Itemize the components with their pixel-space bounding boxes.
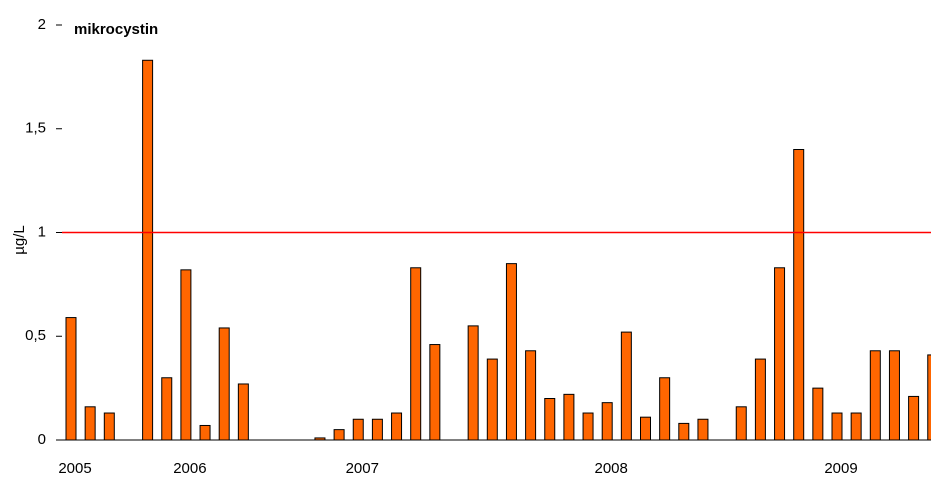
bar bbox=[352, 418, 364, 441]
bar bbox=[735, 406, 747, 441]
bar bbox=[908, 395, 920, 441]
bar bbox=[620, 331, 632, 441]
y-tick-label: 0,5 bbox=[25, 327, 46, 344]
bar bbox=[582, 412, 594, 441]
x-tick-label: 2005 bbox=[58, 460, 91, 477]
bar bbox=[697, 418, 709, 441]
bar bbox=[486, 358, 498, 441]
chart-title: mikrocystin bbox=[74, 21, 158, 38]
bar bbox=[391, 412, 403, 441]
bar bbox=[793, 149, 805, 441]
x-tick-label: 2007 bbox=[346, 460, 379, 477]
bar bbox=[410, 267, 422, 441]
bar bbox=[850, 412, 862, 441]
bar bbox=[525, 350, 537, 441]
y-axis-label: µg/L bbox=[11, 225, 28, 255]
y-tick-label: 1,5 bbox=[25, 120, 46, 137]
bar bbox=[774, 267, 786, 441]
bar bbox=[659, 377, 671, 441]
bar bbox=[888, 350, 900, 441]
x-tick-label: 2006 bbox=[173, 460, 206, 477]
bar bbox=[754, 358, 766, 441]
bar bbox=[544, 398, 556, 441]
bar bbox=[314, 437, 326, 441]
bar bbox=[142, 59, 154, 441]
bar bbox=[84, 406, 96, 441]
bar bbox=[103, 412, 115, 441]
bar bbox=[333, 429, 345, 441]
x-tick-label: 2008 bbox=[595, 460, 628, 477]
bar bbox=[65, 317, 77, 441]
y-tick-label: 2 bbox=[38, 16, 46, 33]
bar bbox=[218, 327, 230, 441]
bar bbox=[831, 412, 843, 441]
bar bbox=[601, 402, 613, 441]
y-tick-label: 1 bbox=[38, 223, 46, 240]
bar bbox=[199, 424, 211, 441]
bar bbox=[812, 387, 824, 441]
bar bbox=[161, 377, 173, 441]
bar bbox=[467, 325, 479, 441]
bar bbox=[869, 350, 881, 441]
x-tick-label: 2009 bbox=[824, 460, 857, 477]
bar bbox=[180, 269, 192, 441]
bar bbox=[927, 354, 931, 441]
bar bbox=[371, 418, 383, 441]
bar bbox=[237, 383, 249, 441]
bar bbox=[640, 416, 651, 441]
bar bbox=[678, 422, 690, 441]
bar bbox=[563, 393, 575, 441]
y-tick-label: 0 bbox=[38, 431, 46, 448]
bar bbox=[429, 344, 441, 441]
bar bbox=[505, 263, 517, 441]
